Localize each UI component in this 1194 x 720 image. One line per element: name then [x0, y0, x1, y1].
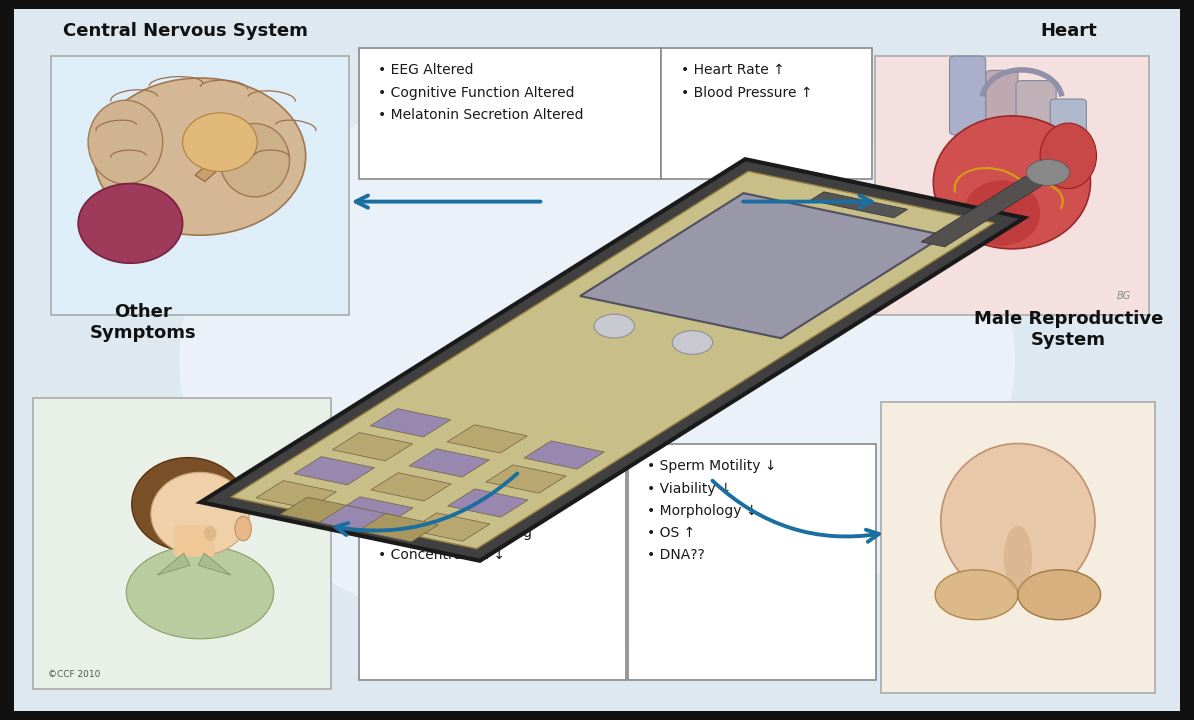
Polygon shape: [486, 465, 566, 493]
Ellipse shape: [183, 113, 257, 171]
Ellipse shape: [78, 184, 183, 264]
Polygon shape: [448, 489, 528, 517]
Polygon shape: [358, 513, 438, 542]
Ellipse shape: [672, 330, 713, 354]
Polygon shape: [371, 473, 451, 501]
Text: • EEG Altered
• Cognitive Function Altered
• Melatonin Secretion Altered: • EEG Altered • Cognitive Function Alter…: [378, 63, 584, 122]
Ellipse shape: [235, 516, 252, 541]
FancyBboxPatch shape: [986, 71, 1017, 139]
Text: Other
Symptoms: Other Symptoms: [90, 303, 197, 342]
Ellipse shape: [179, 72, 1015, 648]
FancyBboxPatch shape: [881, 402, 1155, 693]
Polygon shape: [198, 553, 230, 575]
Ellipse shape: [150, 472, 250, 556]
Ellipse shape: [220, 124, 289, 197]
Polygon shape: [294, 456, 375, 485]
FancyBboxPatch shape: [51, 56, 349, 315]
Ellipse shape: [204, 526, 216, 541]
FancyBboxPatch shape: [1051, 99, 1087, 151]
Polygon shape: [410, 449, 490, 477]
FancyBboxPatch shape: [173, 525, 215, 557]
FancyBboxPatch shape: [14, 9, 1180, 711]
Circle shape: [935, 570, 1018, 620]
Polygon shape: [230, 171, 995, 549]
Ellipse shape: [1004, 526, 1032, 590]
FancyBboxPatch shape: [33, 398, 331, 689]
FancyBboxPatch shape: [875, 56, 1149, 315]
FancyBboxPatch shape: [359, 48, 661, 179]
Polygon shape: [158, 553, 190, 575]
FancyBboxPatch shape: [359, 444, 626, 680]
Text: • Fatigue
• Burning near ear
• Headache
• Numbness / Tingling
• Concentration ↓: • Fatigue • Burning near ear • Headache …: [378, 459, 533, 562]
Polygon shape: [256, 481, 337, 509]
Text: BG: BG: [1116, 291, 1131, 301]
Text: • Heart Rate ↑
• Blood Pressure ↑: • Heart Rate ↑ • Blood Pressure ↑: [681, 63, 812, 99]
FancyBboxPatch shape: [949, 56, 986, 135]
Text: Central Nervous System: Central Nervous System: [62, 22, 308, 40]
Ellipse shape: [964, 180, 1040, 246]
Text: Heart: Heart: [1040, 22, 1097, 40]
Ellipse shape: [941, 444, 1095, 599]
Polygon shape: [195, 140, 245, 181]
Text: ©CCF 2010: ©CCF 2010: [48, 670, 100, 679]
Polygon shape: [201, 159, 1024, 561]
Polygon shape: [811, 192, 907, 218]
Ellipse shape: [127, 546, 273, 639]
Circle shape: [1027, 160, 1070, 186]
Ellipse shape: [595, 314, 634, 338]
Ellipse shape: [88, 100, 162, 184]
Ellipse shape: [94, 78, 306, 235]
Polygon shape: [333, 497, 413, 525]
Polygon shape: [921, 176, 1048, 247]
FancyBboxPatch shape: [1016, 81, 1057, 145]
Polygon shape: [281, 497, 361, 526]
Circle shape: [1017, 570, 1101, 620]
FancyBboxPatch shape: [628, 444, 876, 680]
Polygon shape: [319, 505, 400, 534]
Ellipse shape: [934, 116, 1090, 249]
Polygon shape: [332, 433, 412, 461]
Ellipse shape: [1040, 123, 1096, 189]
Polygon shape: [370, 409, 450, 437]
Polygon shape: [447, 425, 528, 453]
Polygon shape: [410, 513, 490, 541]
FancyBboxPatch shape: [661, 48, 872, 179]
Polygon shape: [524, 441, 604, 469]
Text: • Sperm Motility ↓
• Viability ↓
• Morphology ↓
• OS ↑
• DNA??: • Sperm Motility ↓ • Viability ↓ • Morph…: [647, 459, 776, 562]
Ellipse shape: [131, 458, 245, 551]
Text: Male Reproductive
System: Male Reproductive System: [974, 310, 1163, 349]
Polygon shape: [580, 193, 944, 338]
